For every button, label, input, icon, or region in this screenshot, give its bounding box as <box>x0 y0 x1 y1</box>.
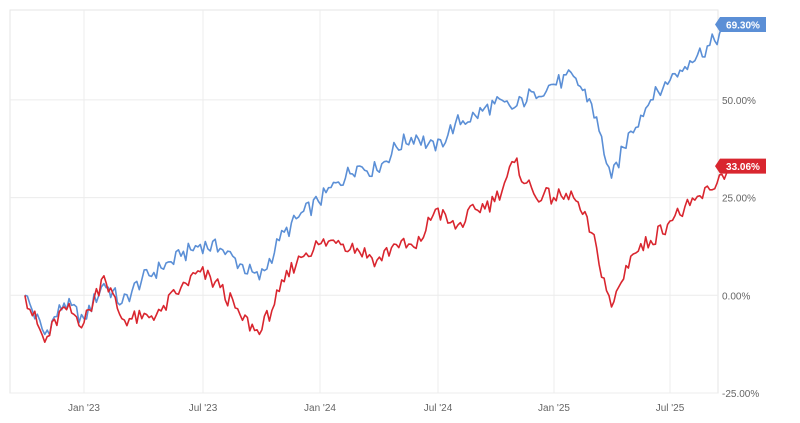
y-tick-label: 0.00% <box>722 291 750 302</box>
x-tick-label: Jan '23 <box>68 403 100 414</box>
plot-frame <box>9 9 719 394</box>
x-tick-label: Jul '23 <box>189 403 218 414</box>
end-value-badges: 69.30% 33.06% <box>715 16 766 174</box>
series-line-2 <box>24 157 730 343</box>
y-tick-label: -25.00% <box>722 389 759 400</box>
series-lines <box>24 21 730 343</box>
end-badge-1 <box>715 16 766 32</box>
tick-labels: Jan '23 Jul '23 Jan '24 Jul '24 Jan '25 Jul '… <box>68 96 759 414</box>
grid <box>9 9 719 394</box>
series-line-1 <box>24 21 730 336</box>
x-tick-label: Jan '25 <box>538 403 570 414</box>
y-tick-label: 50.00% <box>722 96 756 107</box>
x-tick-label: Jan '24 <box>304 403 336 414</box>
y-tick-label: 25.00% <box>722 194 756 205</box>
x-tick-label: Jul '25 <box>656 403 685 414</box>
end-badge-label-2: 33.06% <box>726 162 760 173</box>
x-tick-label: Jul '24 <box>424 403 453 414</box>
end-badge-2 <box>715 158 766 174</box>
end-badge-label-1: 69.30% <box>726 20 760 31</box>
